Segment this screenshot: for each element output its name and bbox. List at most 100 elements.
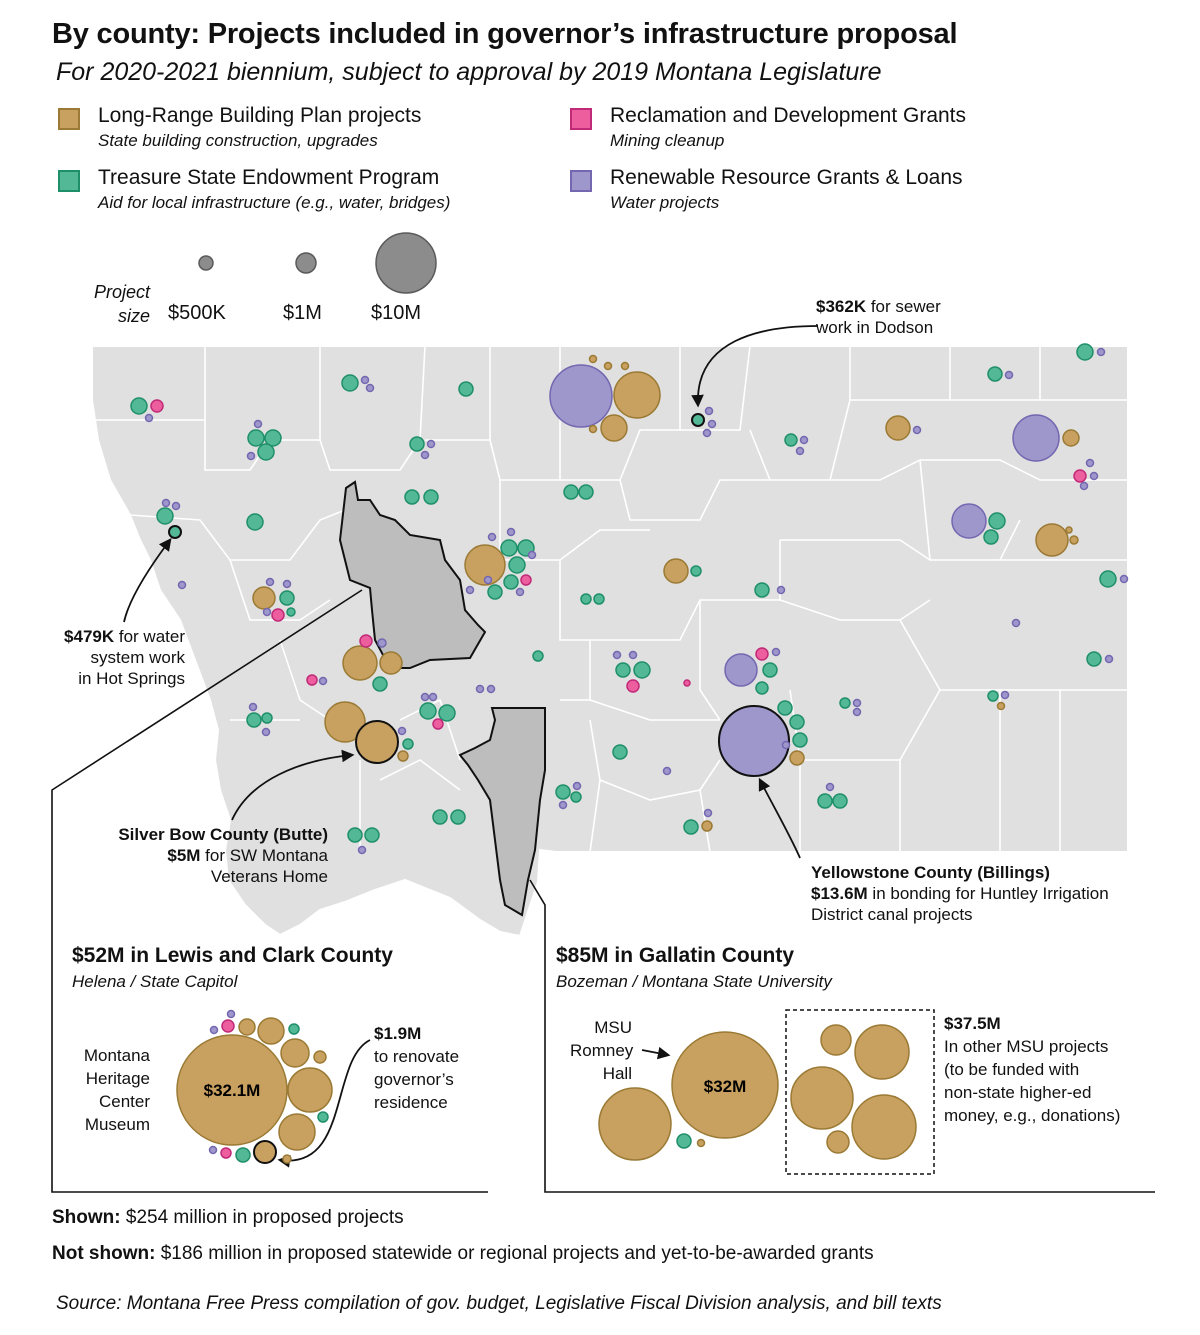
project-bubble [598,1087,672,1161]
project-bubble [578,484,594,500]
project-bubble [620,361,630,371]
map-project-bubbles [130,343,1129,855]
project-bubble [317,1111,329,1123]
project-bubble [1089,471,1099,481]
project-bubble [755,647,769,661]
legend-sublabel: Water projects [610,193,720,212]
project-bubble [432,809,448,825]
project-bubble [784,433,798,447]
size-circle-1m [295,252,317,274]
project-bubble [177,580,187,590]
project-bubble [701,820,713,832]
lewis-clark-title: $52M in Lewis and Clark County [72,944,393,967]
project-bubble [130,397,148,415]
project-bubble [426,439,436,449]
project-bubble [360,375,370,385]
governor-residence-note: $1.9M to renovate governor’s residence [374,1024,460,1112]
project-bubble [1012,414,1060,462]
project-bubble [364,827,380,843]
project-bubble [825,782,835,792]
project-bubble [852,698,862,708]
project-bubble [432,718,444,730]
project-bubble [264,429,282,447]
project-bubble [789,714,805,730]
heritage-center-label: Montana Heritage Center Museum [83,1046,150,1134]
project-bubble [464,544,506,586]
project-bubble [238,1018,256,1036]
project-bubble [220,1147,232,1159]
project-bubble [500,539,518,557]
project-bubble [253,419,263,429]
project-bubble [261,712,273,724]
project-bubble [1104,654,1114,664]
legend-sublabel: Aid for local infrastructure (e.g., wate… [98,193,451,212]
project-bubble [377,638,387,648]
project-bubble [626,679,640,693]
project-bubble [662,766,672,776]
silverbow-note: Silver Bow County (Butte) $5M for SW Mon… [118,825,328,886]
project-bubble [379,651,403,675]
size-circle-10m [375,232,437,294]
legend-label: Treasure State Endowment Program [98,166,440,189]
project-bubble [817,793,833,809]
gallatin-title: $85M in Gallatin County [556,944,795,967]
chart-title: By county: Projects included in governor… [52,18,958,50]
project-bubble [246,513,264,531]
project-bubble [271,608,285,622]
project-bubble [532,650,544,662]
project-bubble [221,1019,235,1033]
project-bubble [287,1067,333,1113]
project-bubble [854,1024,910,1080]
project-bubble [419,702,437,720]
project-bubble [318,676,328,686]
project-bubble [776,585,786,595]
project-bubble [357,845,367,855]
project-bubble [404,489,420,505]
project-bubble [799,435,809,445]
lewis-clark-subtitle: Helena / State Capitol [72,972,238,991]
project-bubble [144,413,154,423]
project-bubble [839,697,851,709]
project-bubble [580,593,592,605]
gallatin-subtitle: Bozeman / Montana State University [556,972,832,991]
project-bubble [663,558,689,584]
project-bubble [365,383,375,393]
project-bubble [1004,370,1014,380]
project-bubble [996,701,1006,711]
project-bubble [792,732,808,748]
project-bubble [253,1140,277,1164]
not-shown-total: Not shown: $186 million in proposed stat… [52,1243,874,1264]
renewable-swatch [570,170,592,192]
project-bubble [475,684,485,694]
project-bubble [438,704,456,722]
lewis-clark-big-label: $32.1M [204,1081,261,1100]
project-bubble [487,532,497,542]
project-bubble [983,529,999,545]
gallatin-leader [529,879,1155,1193]
project-bubble [450,809,466,825]
project-bubble [702,428,712,438]
project-bubble [506,527,516,537]
legend-sublabel: State building construction, upgrades [98,131,378,150]
project-bubble [1069,535,1079,545]
reclamation-swatch [570,108,592,130]
chart-subtitle: For 2020-2021 biennium, subject to appro… [56,58,882,86]
project-bubble [341,374,359,392]
gallatin-cluster [598,1024,917,1161]
project-bubble [1065,526,1073,534]
project-bubble [420,692,430,702]
legend-label: Renewable Resource Grants & Loans [610,166,963,189]
project-bubble [851,1094,917,1160]
project-bubble [588,354,598,364]
project-bubble [171,501,181,511]
project-bubble [226,1009,236,1019]
shown-total: Shown: $254 million in proposed projects [52,1207,404,1228]
project-bubble [754,582,770,598]
project-bubble [503,574,519,590]
project-bubble [1099,570,1117,588]
project-bubble [885,415,911,441]
project-bubble [262,607,272,617]
project-bubble [696,1138,706,1148]
project-bubble [691,413,705,427]
